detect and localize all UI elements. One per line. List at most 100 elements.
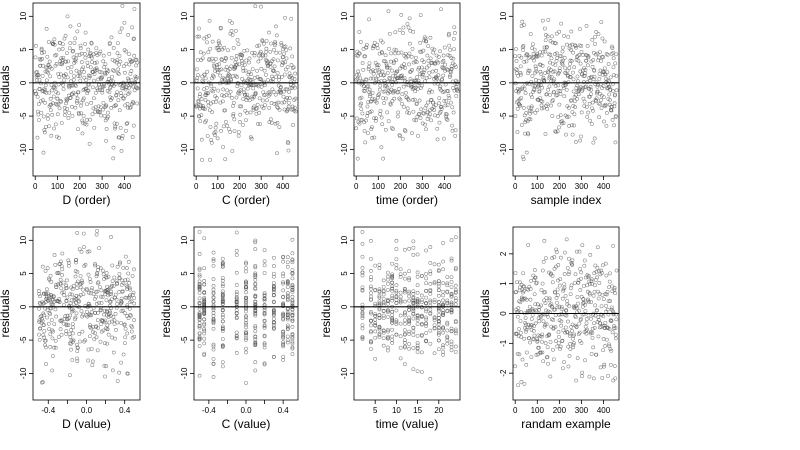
scatter-point	[540, 63, 545, 68]
scatter-point	[86, 347, 91, 352]
scatter-point	[98, 49, 103, 54]
scatter-point	[103, 289, 107, 294]
scatter-point	[386, 288, 390, 292]
scatter-point	[244, 322, 248, 327]
scatter-point	[116, 67, 121, 72]
scatter-point	[414, 60, 419, 65]
scatter-point	[384, 61, 389, 66]
scatter-point	[262, 333, 267, 338]
scatter-point	[540, 350, 545, 355]
scatter-point	[126, 271, 131, 276]
scatter-point	[538, 69, 543, 74]
scatter-point	[87, 54, 92, 58]
scatter-point	[253, 324, 258, 328]
scatter-point	[424, 301, 428, 306]
scatter-point	[600, 292, 605, 297]
scatter-point	[98, 105, 103, 110]
scatter-point	[79, 278, 84, 283]
scatter-point	[132, 296, 137, 300]
scatter-point	[95, 88, 100, 93]
scatter-point	[390, 288, 395, 293]
scatter-point	[73, 105, 78, 110]
y-tick-label: 5	[19, 271, 28, 276]
scatter-point	[386, 334, 390, 339]
scatter-point	[386, 119, 391, 123]
scatter-point	[74, 311, 79, 316]
scatter-point	[583, 324, 588, 329]
scatter-point	[250, 67, 255, 72]
scatter-point	[202, 107, 207, 111]
y-tick-label: 0	[180, 80, 189, 85]
scatter-point	[380, 40, 385, 45]
scatter-point	[563, 325, 568, 330]
scatter-point	[89, 41, 94, 46]
scatter-point	[427, 75, 432, 80]
scatter-point	[551, 325, 556, 330]
scatter-point	[424, 289, 428, 293]
scatter-point	[590, 100, 595, 105]
scatter-point	[591, 58, 596, 63]
scatter-point	[436, 307, 441, 312]
scatter-point	[59, 286, 64, 291]
scatter-point	[523, 91, 528, 95]
scatter-point	[113, 124, 118, 129]
scatter-point	[54, 285, 59, 289]
scatter-point	[364, 118, 368, 123]
scatter-point	[285, 87, 289, 92]
scatter-point	[244, 297, 248, 302]
scatter-point	[74, 300, 78, 305]
scatter-point	[267, 30, 271, 35]
scatter-point	[417, 65, 422, 70]
scatter-point	[594, 96, 599, 101]
x-tick-label: 200	[394, 182, 408, 191]
scatter-point	[445, 289, 450, 294]
scatter-point	[568, 98, 573, 103]
scatter-point	[445, 320, 450, 325]
scatter-point	[49, 318, 54, 322]
scatter-point	[558, 277, 563, 281]
scatter-point	[373, 312, 378, 316]
scatter-point	[556, 88, 561, 93]
scatter-point	[596, 315, 601, 320]
scatter-point	[582, 263, 587, 268]
scatter-point	[94, 335, 99, 340]
scatter-point	[579, 341, 584, 345]
scatter-point	[547, 84, 552, 89]
scatter-point	[271, 325, 276, 330]
scatter-point	[262, 291, 267, 296]
scatter-point	[247, 56, 252, 61]
y-tick-label: 5	[180, 271, 189, 276]
scatter-point	[369, 256, 373, 261]
scatter-point	[609, 319, 614, 324]
scatter-point	[546, 18, 551, 22]
scatter-point	[535, 302, 540, 307]
scatter-point	[394, 322, 399, 326]
scatter-point	[67, 46, 72, 51]
scatter-point	[131, 123, 136, 128]
scatter-point	[130, 135, 135, 139]
scatter-point	[428, 328, 433, 333]
scatter-point	[381, 296, 386, 301]
scatter-point	[559, 323, 564, 328]
scatter-point	[70, 287, 75, 292]
x-tick-label: 200	[233, 182, 247, 191]
scatter-point	[54, 62, 59, 66]
scatter-point	[588, 118, 592, 123]
scatter-point	[76, 127, 80, 131]
scatter-point	[204, 91, 208, 96]
scatter-point	[50, 113, 55, 117]
scatter-point	[572, 332, 577, 337]
x-tick-label: 0.4	[119, 406, 131, 415]
scatter-point	[578, 61, 583, 66]
scatter-point	[263, 57, 268, 62]
scatter-point	[281, 330, 286, 334]
scatter-point	[210, 73, 215, 78]
scatter-point	[253, 325, 258, 330]
scatter-point	[453, 329, 458, 334]
scatter-point	[71, 283, 76, 288]
y-tick-label: 10	[340, 235, 349, 244]
scatter-point	[390, 274, 395, 279]
scatter-point	[122, 70, 127, 75]
